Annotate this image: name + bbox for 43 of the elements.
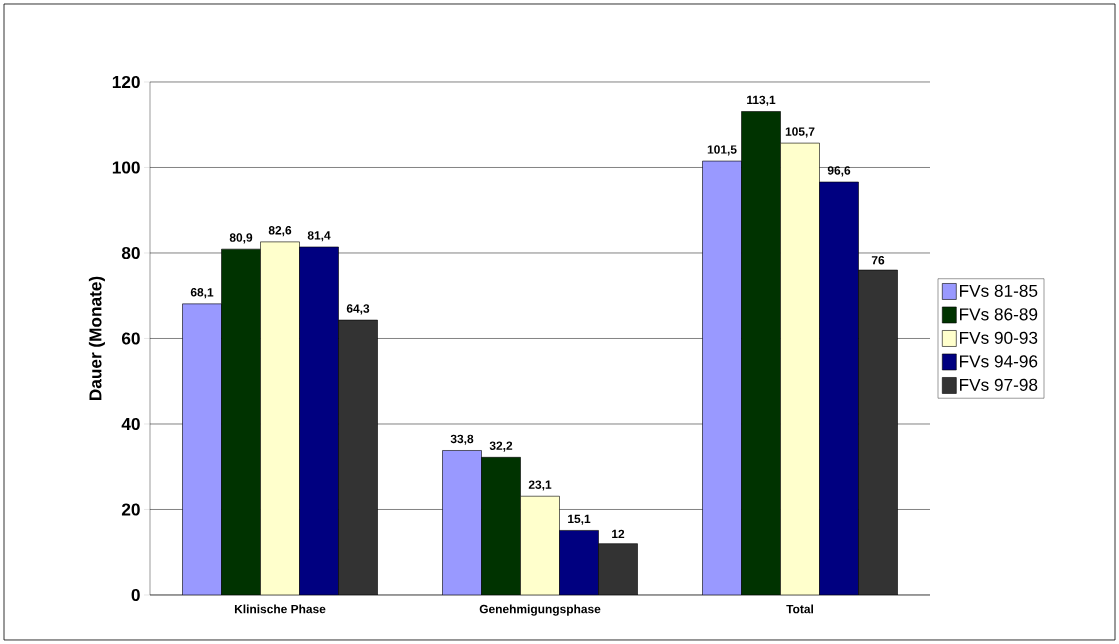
data-label: 15,1 xyxy=(568,514,591,525)
bar xyxy=(702,160,742,595)
data-label: 12 xyxy=(612,529,625,539)
y-tick-label: 120 xyxy=(112,75,140,89)
data-label: 33,8 xyxy=(450,434,474,445)
y-tick-label: 20 xyxy=(121,503,140,516)
y-tick-label: 100 xyxy=(112,161,140,174)
data-label: 105,7 xyxy=(785,127,815,138)
y-tick-label: 80 xyxy=(121,246,140,260)
legend-label: FVs 90-93 xyxy=(960,331,1038,344)
y-tick-label: 40 xyxy=(121,417,140,431)
y-tick-label: 0 xyxy=(131,588,140,602)
bar xyxy=(559,530,599,595)
bar xyxy=(338,319,378,595)
data-label: 64,3 xyxy=(346,304,370,315)
bar xyxy=(780,142,820,595)
data-label: 23,1 xyxy=(528,480,552,491)
data-label: 32,2 xyxy=(489,441,513,452)
bar xyxy=(598,543,638,595)
data-label: 80,9 xyxy=(229,233,253,244)
x-tick-label: Genehmigungsphase xyxy=(479,604,601,616)
bar xyxy=(442,450,482,595)
x-tick-label: Total xyxy=(786,604,813,614)
data-label: 68,1 xyxy=(190,288,214,299)
bar xyxy=(520,495,560,595)
legend-label: FVs 81-85 xyxy=(960,284,1038,297)
data-label: 113,1 xyxy=(747,95,776,106)
legend-label: FVs 97-98 xyxy=(960,378,1038,391)
x-tick-label: Klinische Phase xyxy=(234,604,326,614)
y-tick-label: 60 xyxy=(121,332,140,345)
legend-label: FVs 86-89 xyxy=(960,308,1038,321)
y-axis-title: Dauer (Monate) xyxy=(88,276,105,400)
data-label: 81,4 xyxy=(307,231,331,242)
bar xyxy=(299,246,339,595)
bar xyxy=(858,269,898,595)
data-label: 76 xyxy=(871,256,885,265)
legend-label: FVs 94-96 xyxy=(960,355,1038,368)
bar xyxy=(182,303,222,595)
bar xyxy=(819,181,859,595)
data-label: 101,5 xyxy=(707,145,737,156)
data-label: 96,6 xyxy=(827,166,851,177)
bar xyxy=(260,241,300,595)
data-label: 82,6 xyxy=(268,226,292,237)
